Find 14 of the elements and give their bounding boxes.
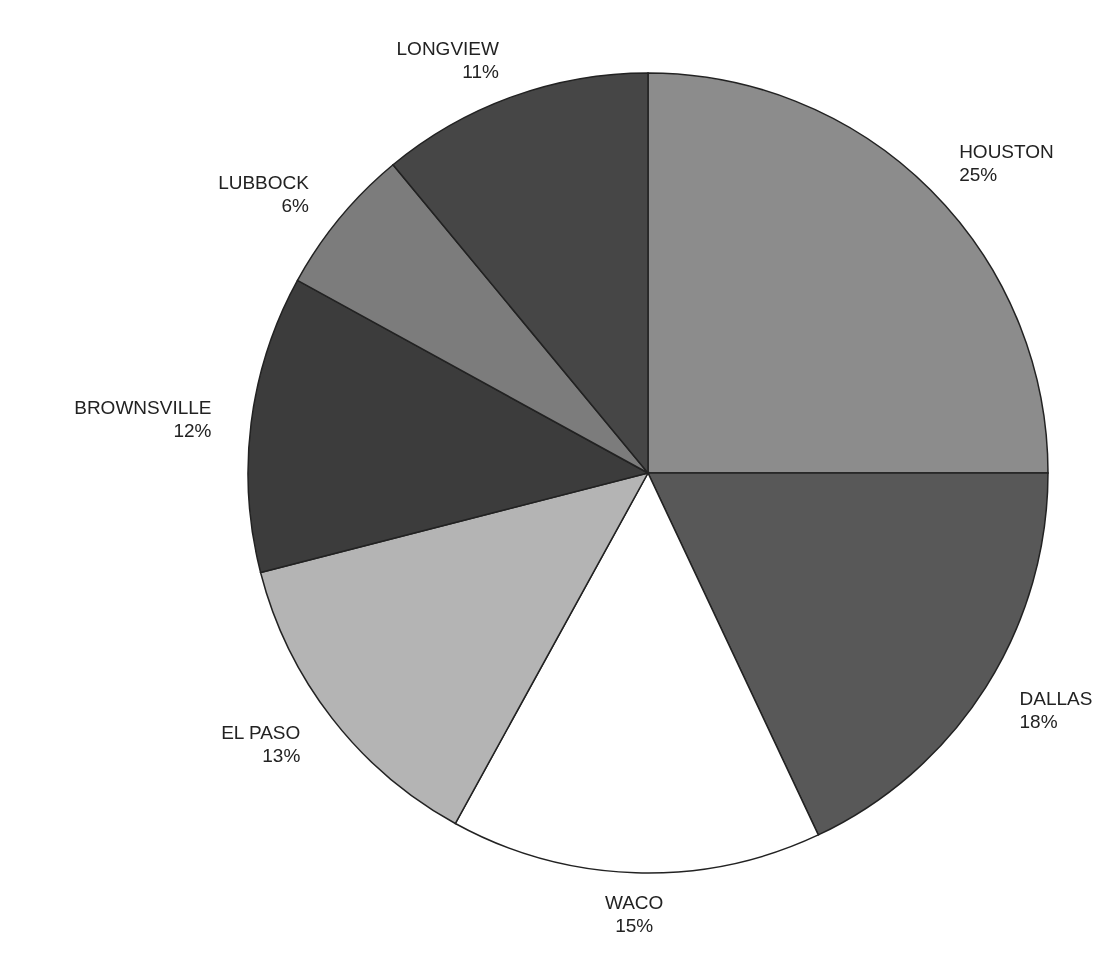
data-label: 15% — [615, 914, 654, 936]
data-label: 12% — [173, 419, 212, 441]
data-label: 6% — [281, 194, 310, 216]
data-label: 25% — [959, 163, 998, 185]
slice-label: DALLAS — [1019, 687, 1093, 709]
slice-label: LONGVIEW — [396, 38, 500, 60]
slice-label: BROWNSVILLE — [74, 397, 212, 419]
data-label: 18% — [1019, 710, 1058, 732]
slice-label: HOUSTON — [959, 141, 1054, 163]
slice-label: EL PASO — [221, 721, 301, 743]
data-label: 13% — [262, 744, 301, 766]
slice-label: WACO — [604, 891, 664, 913]
data-label: 11% — [462, 61, 500, 83]
slice-label: LUBBOCK — [218, 171, 310, 193]
